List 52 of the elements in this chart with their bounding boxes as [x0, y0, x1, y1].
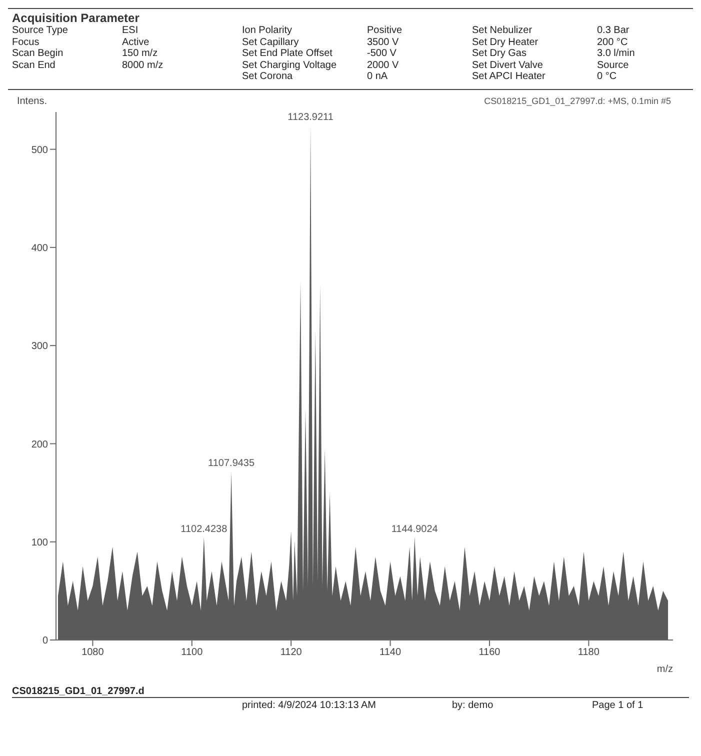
text: Set Charging Voltage [242, 60, 338, 71]
text: by: demo [452, 700, 494, 710]
x-tick-label: 1080 [82, 646, 104, 658]
text: Set Corona [242, 71, 294, 82]
text: 2000 V [367, 60, 399, 71]
text: Ion Polarity [242, 25, 294, 36]
text: Positive [367, 25, 402, 36]
source-note: Source Type [12, 25, 69, 36]
text: Set End Plate Offset [242, 48, 334, 60]
x-tick-label: 1120 [280, 646, 302, 658]
text: Set Nebulizer [472, 25, 534, 36]
x-tick-label: 1160 [478, 646, 501, 658]
text: Page 1 of 1 [592, 700, 644, 710]
y-tick-label: 100 [31, 536, 48, 548]
text: 3500 V [367, 36, 399, 48]
text: Set Dry Gas [472, 48, 528, 60]
text: Scan Begin [12, 48, 64, 60]
x-tick-label: 1140 [380, 646, 402, 658]
text: 3.0 l/min [597, 48, 635, 60]
x-axis-title: m/z [656, 664, 673, 674]
annotation: 1123.9211 [288, 111, 334, 122]
text: Set APCI Heater [472, 71, 546, 82]
text: -500 V [367, 48, 396, 60]
text: Set Capillary [242, 36, 300, 48]
text: Set Dry Heater [472, 36, 540, 48]
text: 150 m/z [122, 48, 158, 60]
x-tick-label: 1100 [181, 646, 204, 658]
text: printed: 4/9/2024 10:13:13 AM [242, 700, 377, 710]
y-axis-title: Intens. [16, 96, 47, 107]
text: Set Divert Valve [472, 60, 544, 71]
y-tick-label: 300 [31, 340, 48, 352]
annotation: 1102.4238 [180, 523, 228, 534]
text: 0 nA [367, 71, 388, 82]
annotation: 1144.9024 [391, 523, 438, 534]
y-tick-label: 500 [31, 144, 48, 156]
y-tick-label: 200 [31, 438, 48, 450]
text: 0.3 Bar [597, 25, 630, 36]
text: CS018215_GD1_01_27997.d [12, 686, 146, 696]
x-tick-label: 1180 [578, 646, 600, 658]
text: Scan End [12, 60, 56, 71]
text: Source [597, 60, 629, 71]
text: Active [122, 36, 150, 48]
text: 0 °C [597, 71, 617, 82]
y-tick-label: 0 [42, 635, 48, 646]
chart-title: Acquisition Parameter [12, 11, 140, 25]
text: Focus [12, 36, 40, 48]
text: 200 °C [597, 36, 628, 48]
text: ESI [122, 25, 138, 36]
y-tick-label: 400 [31, 242, 48, 254]
text: 8000 m/z [122, 60, 164, 71]
text: CS018215_GD1_01_27997.d: +MS, 0.1min #5 [484, 96, 671, 106]
annotation: 1107.9435 [208, 458, 255, 469]
